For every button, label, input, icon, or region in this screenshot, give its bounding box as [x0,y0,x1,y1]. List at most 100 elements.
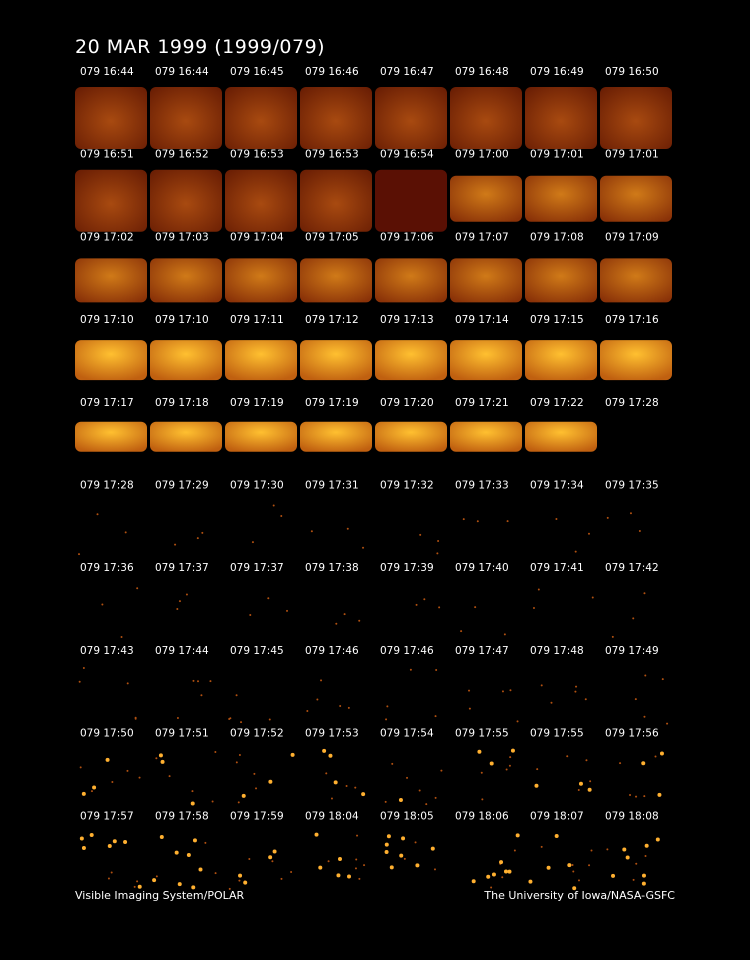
star [240,721,243,724]
panel-grid: 079 16:44 079 16:44 079 16:45 079 16:46 079 … [75,66,672,891]
panel-image [600,340,672,381]
star [643,795,646,798]
star [280,515,283,518]
star [337,857,342,862]
star [434,715,437,718]
panel-label: 079 17:20 [380,397,434,409]
star [79,766,82,769]
star [574,690,577,693]
panel-label: 079 18:05 [380,810,434,822]
star [81,845,86,850]
star [272,504,275,507]
panel-label: 079 17:14 [455,314,509,326]
star [440,769,443,772]
star [540,684,543,687]
panel-label: 079 17:09 [605,231,659,243]
star [347,874,352,879]
star [138,776,141,779]
star [310,530,313,533]
star [567,863,572,868]
star [177,882,182,887]
star [606,516,609,519]
star [391,762,394,765]
panel-image [75,421,147,452]
panel-label: 079 17:45 [230,645,284,657]
star [566,755,569,758]
star [425,803,428,806]
star [325,772,328,775]
panel-label: 079 17:42 [605,562,659,574]
star [635,795,638,798]
star [204,841,207,844]
star [136,880,139,883]
star [345,785,348,788]
panel-label: 079 17:59 [230,810,284,822]
star [433,868,436,871]
star [112,839,117,844]
star [280,877,283,880]
star [643,592,646,595]
star [460,630,463,633]
star [571,864,574,867]
panel-image [300,169,372,232]
panel-image [150,87,222,149]
panel-image [525,340,597,381]
star [322,748,327,753]
star [320,679,323,682]
star [155,757,158,760]
star [507,869,512,874]
star [316,698,319,701]
star [591,596,594,599]
star [306,709,309,712]
star [386,705,389,708]
star [389,865,394,870]
star [384,800,387,803]
star [209,680,212,683]
panel-image [75,340,147,381]
panel-label: 079 17:28 [80,480,134,492]
panel-image [525,258,597,303]
panel-image [300,421,372,452]
star [79,836,84,841]
star [101,603,104,606]
panel-label: 079 17:22 [530,397,584,409]
star [534,783,539,788]
star [554,833,559,838]
panel-label: 079 17:54 [380,728,434,740]
star [589,780,592,783]
star [361,792,366,797]
panel-label: 079 17:46 [305,645,359,657]
star [641,873,646,878]
panel-label: 079 17:02 [80,231,134,243]
panel-image [75,169,147,232]
star [625,855,630,860]
panel-label: 079 17:21 [455,397,509,409]
panel-image [450,421,522,452]
panel-label: 079 17:08 [530,231,584,243]
star [477,749,482,754]
star [587,787,592,792]
panel-label: 079 18:08 [605,810,659,822]
star [480,771,483,774]
star [398,798,403,803]
star [137,884,142,889]
star [358,619,361,622]
star [501,690,504,693]
star [574,550,577,553]
star [174,543,177,546]
footer-left: Visible Imaging System/POLAR [75,889,245,902]
star [537,588,540,591]
panel-label: 079 17:49 [605,645,659,657]
star [508,764,511,767]
panel-label: 079 17:30 [230,480,284,492]
star [107,877,110,880]
star [430,846,435,851]
panel-label: 079 17:03 [155,231,209,243]
star [513,849,516,852]
panel-label: 079 17:13 [380,314,434,326]
star [590,849,593,852]
star [499,860,504,865]
star [423,598,426,601]
panel-label: 079 17:37 [230,562,284,574]
panel-label: 079 17:06 [380,231,434,243]
